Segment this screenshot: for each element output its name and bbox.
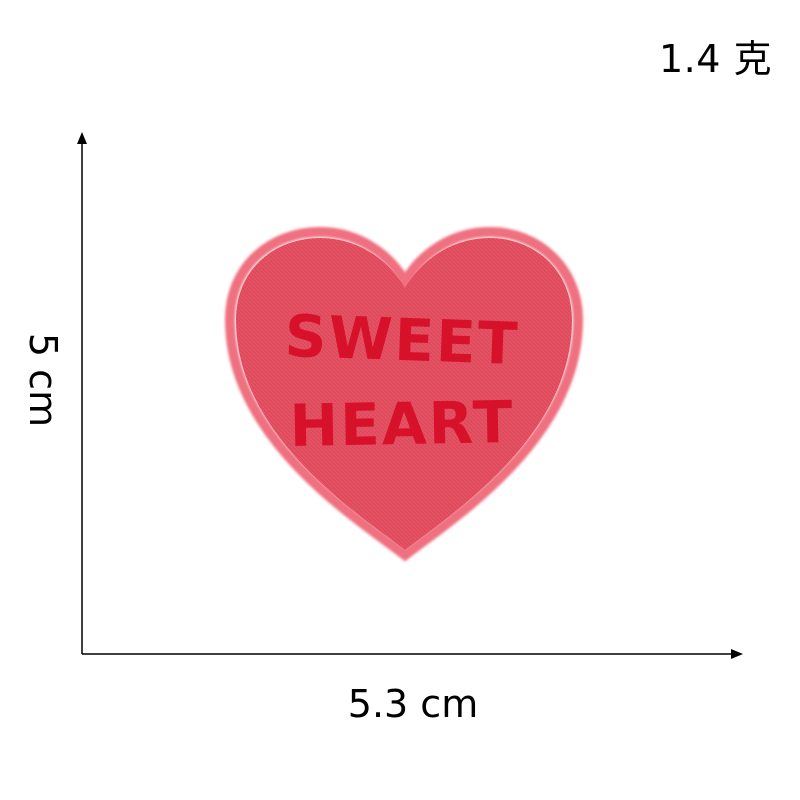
horizontal-arrowhead [731,649,743,659]
patch-border [224,226,584,562]
patch-texture [236,238,572,550]
patch-text-line2: HEART [289,388,515,460]
vertical-arrowhead [77,132,87,144]
patch-text-line1: SWEET [284,302,521,378]
width-dimension-label: 5.3 cm [347,682,479,726]
weight-label: 1.4 克 [658,37,772,81]
